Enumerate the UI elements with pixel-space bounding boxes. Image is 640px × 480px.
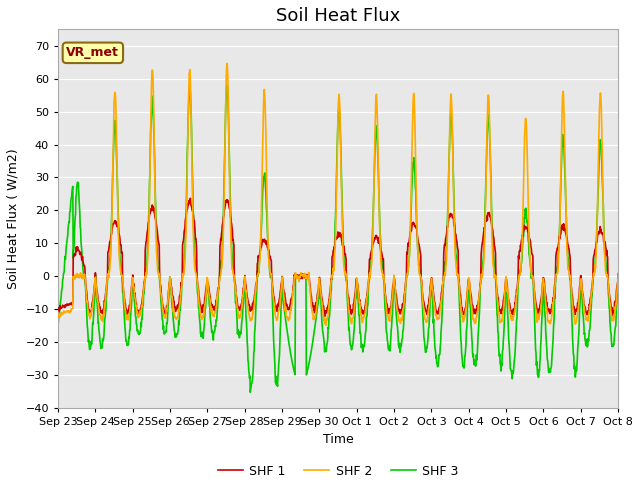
Title: Soil Heat Flux: Soil Heat Flux bbox=[276, 7, 400, 25]
SHF 3 bbox=[426, 312, 433, 318]
Line: SHF 1: SHF 1 bbox=[58, 198, 618, 316]
SHF 1 bbox=[186, 195, 194, 201]
SHF 1 bbox=[165, 285, 173, 291]
SHF 3 bbox=[242, 298, 250, 304]
SHF 2 bbox=[165, 286, 173, 291]
SHF 1 bbox=[548, 304, 556, 310]
X-axis label: Time: Time bbox=[323, 432, 353, 445]
SHF 2 bbox=[499, 310, 507, 315]
SHF 3 bbox=[223, 82, 231, 87]
SHF 1 bbox=[54, 307, 62, 312]
SHF 1 bbox=[614, 275, 622, 280]
SHF 2 bbox=[242, 288, 250, 294]
Legend: SHF 1, SHF 2, SHF 3: SHF 1, SHF 2, SHF 3 bbox=[213, 460, 463, 480]
SHF 2 bbox=[426, 297, 433, 303]
SHF 2 bbox=[323, 323, 330, 328]
SHF 1 bbox=[321, 313, 328, 319]
Line: SHF 2: SHF 2 bbox=[58, 63, 618, 325]
SHF 1 bbox=[426, 292, 433, 298]
Text: VR_met: VR_met bbox=[67, 47, 119, 60]
SHF 3 bbox=[165, 292, 173, 298]
SHF 1 bbox=[499, 305, 507, 311]
SHF 3 bbox=[246, 389, 254, 395]
SHF 2 bbox=[614, 274, 622, 280]
SHF 1 bbox=[242, 281, 250, 287]
SHF 1 bbox=[179, 242, 186, 248]
Line: SHF 3: SHF 3 bbox=[58, 84, 618, 392]
SHF 2 bbox=[223, 60, 231, 66]
SHF 3 bbox=[548, 348, 556, 354]
SHF 2 bbox=[179, 271, 186, 276]
SHF 2 bbox=[548, 308, 556, 314]
Y-axis label: Soil Heat Flux ( W/m2): Soil Heat Flux ( W/m2) bbox=[7, 148, 20, 289]
SHF 3 bbox=[614, 271, 622, 276]
SHF 3 bbox=[54, 322, 62, 327]
SHF 2 bbox=[54, 313, 62, 319]
SHF 3 bbox=[499, 347, 507, 353]
SHF 3 bbox=[179, 274, 186, 279]
